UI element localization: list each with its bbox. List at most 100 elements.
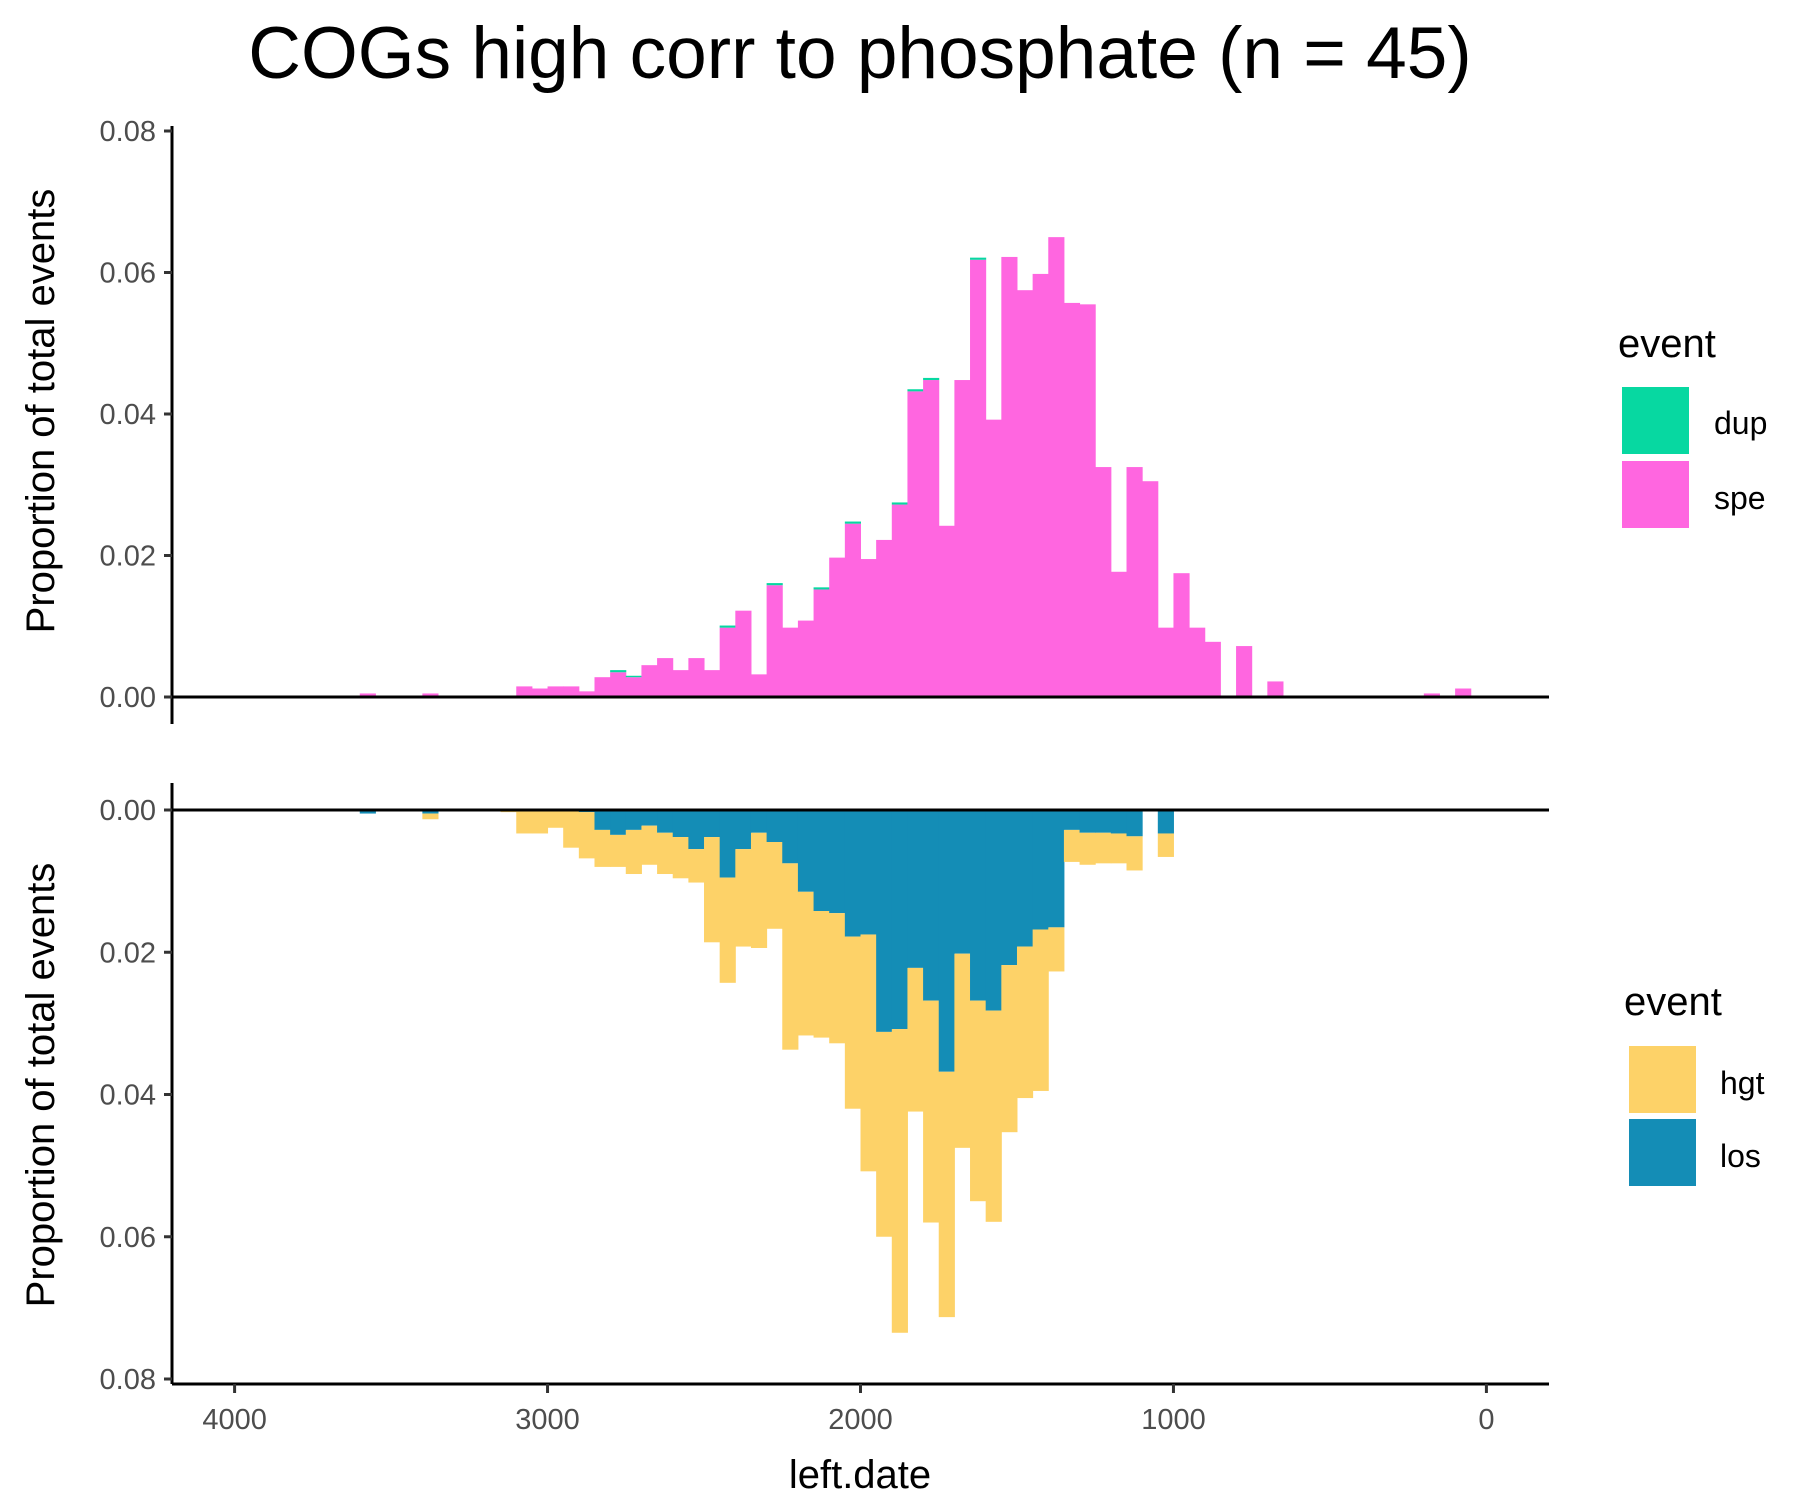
bottom-y-tick-label: 0.06 [100,1222,156,1254]
legend-swatch-spe [1622,461,1689,528]
top-bar-spe [1048,237,1065,698]
top-bar-spe [766,585,783,697]
top-panel: 0.00 0.02 0.04 0.06 0.08 Proportion of total… [19,116,1549,724]
bottom-bar-los [719,810,736,878]
bottom-bar-los [1079,810,1096,833]
top-bar-spe [1189,627,1206,697]
top-bar-spe [782,627,799,697]
top-bar-spe [735,610,752,697]
bottom-bar-los [829,810,846,914]
bottom-bar-hgt [985,1010,1002,1222]
bottom-bar-los [422,810,439,814]
bottom-bar-los [1095,810,1112,833]
bottom-bar-los [1126,810,1143,837]
top-bar-spe [844,523,861,697]
bottom-panel: 0.00 0.02 0.04 0.06 0.08 4000 3000 2000 1000 0 l… [19,783,1549,1497]
top-bar-spe [704,670,721,697]
top-bar-spe [1157,627,1174,697]
bottom-bar-los [657,810,674,833]
top-bar-spe [860,559,877,697]
top-bar-dup [844,521,861,524]
bottom-legend-title: event [1624,980,1722,1024]
bottom-bar-los [1157,810,1174,834]
top-bar-spe [923,380,940,697]
top-legend: event dup spe [1618,322,1767,528]
chart-title: COGs high corr to phosphate (n = 45) [248,13,1471,94]
bottom-bar-los [813,810,830,911]
top-bar-spe [876,539,893,697]
top-bar-spe [891,504,908,697]
bottom-bar-los [891,810,908,1030]
bottom-bar-hgt [641,825,658,865]
bottom-bar-los [704,810,721,838]
top-bar-spe [1032,273,1049,697]
top-bar-dup [610,670,627,673]
top-bar-dup [891,502,908,505]
x-axis-title: left.date [789,1453,931,1497]
bottom-bar-los [1048,810,1065,928]
legend-label-hgt: hgt [1720,1065,1765,1101]
top-bar-spe [750,674,768,697]
bottom-bar-los [970,810,987,1001]
bottom-bar-los [672,810,689,838]
bottom-bar-los [750,810,768,833]
bottom-bar-los [1032,810,1049,930]
top-y-tick-label: 0.02 [100,541,156,573]
top-bar-spe [1267,681,1284,697]
bottom-y-tick-label: 0.04 [100,1080,156,1112]
top-bar-spe [1001,256,1018,697]
bottom-bar-hgt [1063,829,1081,862]
bottom-bar-hgt [750,832,768,948]
top-bar-spe [1016,290,1034,697]
legend-label-spe: spe [1714,480,1766,516]
bottom-legend: event hgt los [1624,980,1765,1186]
bottom-bar-hgt [688,849,705,883]
bottom-bar-hgt [563,810,580,848]
bottom-bar-hgt [704,837,721,943]
top-bar-spe [1079,304,1096,697]
legend-swatch-los [1629,1119,1696,1186]
bottom-bar-los [876,810,893,1032]
top-bar-dup [766,583,783,586]
bottom-bar-los [1110,810,1128,834]
bottom-bars [359,810,1174,1333]
top-y-axis-title: Proportion of total events [19,189,63,634]
bottom-bar-hgt [1001,965,1018,1133]
top-bar-spe [610,672,627,697]
top-bar-spe [563,686,580,697]
bottom-bar-hgt [907,967,924,1112]
bottom-bar-hgt [1110,833,1128,864]
top-y-tick-label: 0.04 [100,399,156,431]
bottom-bar-hgt [1079,832,1096,865]
bottom-y-tick-label: 0.02 [100,937,156,969]
top-bar-dup [719,625,736,628]
top-bar-spe [1126,467,1143,697]
top-y-tick-label: 0.06 [100,258,156,290]
bottom-bar-hgt [938,1071,955,1318]
x-tick-label: 2000 [828,1404,893,1436]
top-y-ticks: 0.00 0.02 0.04 0.06 0.08 [100,116,172,714]
bottom-bar-los [766,810,783,843]
top-bar-spe [938,525,955,697]
bottom-bar-los [1001,810,1018,966]
bottom-bar-hgt [860,934,877,1172]
x-ticks: 4000 3000 2000 1000 0 [202,1384,1494,1436]
bottom-bar-hgt [1157,833,1174,857]
top-bars [359,237,1472,698]
bottom-bar-hgt [876,1031,893,1237]
bottom-bar-los [625,810,642,830]
top-bar-spe [688,658,705,697]
bottom-bar-hgt [766,842,783,929]
top-bar-spe [1236,646,1253,697]
bottom-y-axis-title: Proportion of total events [19,863,63,1308]
bottom-bar-hgt [923,1000,940,1223]
top-bar-spe [594,677,611,697]
bottom-bar-los [735,810,752,850]
top-bar-spe [1173,573,1190,697]
top-bar-spe [641,665,658,697]
bottom-bar-los [594,810,611,830]
bottom-bar-los [923,810,940,1001]
bottom-bar-hgt [970,1000,987,1202]
top-bar-spe [1204,641,1221,697]
top-bar-spe [985,419,1002,697]
